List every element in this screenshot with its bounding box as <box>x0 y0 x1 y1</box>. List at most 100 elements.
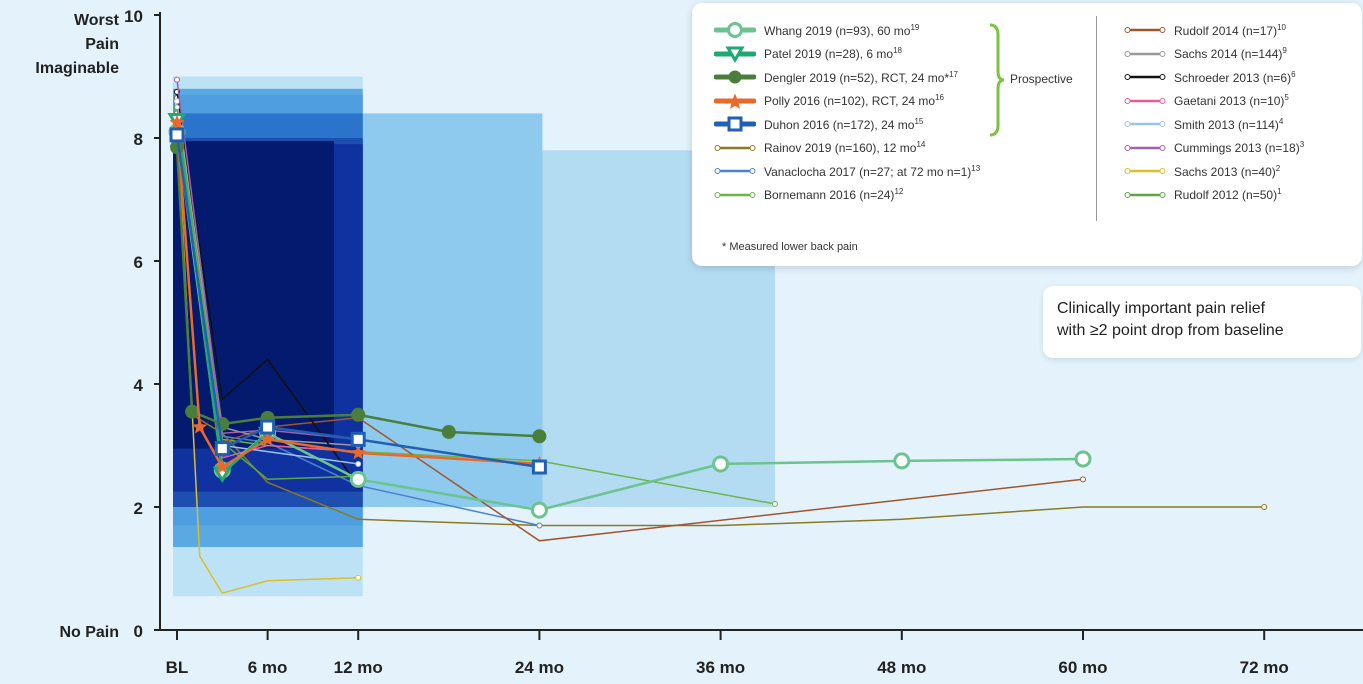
legend-reference: 10 <box>1277 22 1286 32</box>
legend-swatch <box>1124 121 1166 127</box>
legend-item: Bornemann 2016 (n=24)12 <box>714 186 903 204</box>
data-point <box>893 452 911 470</box>
x-tick-label: 36 mo <box>696 658 745 677</box>
data-point <box>185 404 200 419</box>
series-4 <box>169 127 547 475</box>
legend-item: Cummings 2013 (n=18)3 <box>1124 139 1304 157</box>
data-point <box>260 419 276 435</box>
x-tick-label: BL <box>166 658 189 677</box>
legend-swatch <box>714 191 756 198</box>
series-line <box>176 79 359 441</box>
series-layer <box>167 76 1268 594</box>
legend-reference: 6 <box>1291 69 1296 79</box>
legend-reference: 14 <box>916 140 926 149</box>
series-0 <box>168 123 1092 519</box>
data-point <box>214 459 230 474</box>
legend-divider <box>1096 16 1097 221</box>
data-point <box>214 441 230 457</box>
legend-item: Rainov 2019 (n=160), 12 mo14 <box>714 139 925 157</box>
legend-item: Whang 2019 (n=93), 60 mo19 <box>714 21 919 39</box>
series-line <box>176 107 359 447</box>
legend-item: Vanaclocha 2017 (n=27; at 72 mo n=1)13 <box>714 162 980 180</box>
axes <box>159 12 1363 631</box>
x-tick-label: 72 mo <box>1240 658 1289 677</box>
y-tick-label: 6 <box>134 253 143 272</box>
data-point <box>349 470 367 488</box>
legend-reference: 3 <box>1299 140 1305 149</box>
legend-reference: 13 <box>971 163 981 173</box>
legend-label: Rudolf 2014 (n=17)10 <box>1174 22 1286 38</box>
legend-label: Whang 2019 (n=93), 60 mo19 <box>764 22 920 38</box>
legend-reference: 4 <box>1278 116 1284 126</box>
score-range-bands <box>173 76 775 597</box>
data-point <box>192 419 208 434</box>
series-line <box>175 131 1084 512</box>
legend-label: Patel 2019 (n=28), 6 mo18 <box>764 46 902 61</box>
legend-label: Sachs 2014 (n=144)9 <box>1174 46 1287 61</box>
legend-swatch <box>1124 144 1166 151</box>
y-axis-labels: Worst Pain Imaginable No Pain <box>35 12 119 641</box>
data-point <box>712 455 730 473</box>
series-line <box>176 107 359 481</box>
data-point <box>531 459 547 475</box>
legend-reference: 19 <box>910 22 920 32</box>
data-point <box>174 104 180 111</box>
footnote: * Measured lower back pain <box>722 241 858 253</box>
x-tick-label: 24 mo <box>515 658 564 677</box>
series-line <box>176 91 359 486</box>
legend-label: Duhon 2016 (n=172), 24 mo15 <box>764 116 924 132</box>
legend-label: Vanaclocha 2017 (n=27; at 72 mo n=1)13 <box>764 163 981 179</box>
callout-line-2: with ≥2 point drop from baseline <box>1057 322 1284 339</box>
series-line <box>175 122 540 469</box>
legend-item: Sachs 2014 (n=144)9 <box>1124 45 1287 63</box>
data-point <box>174 98 180 105</box>
legend-reference: 18 <box>893 46 902 55</box>
y-top-label-line1: Worst <box>74 12 120 29</box>
legend-label: Rainov 2019 (n=160), 12 mo14 <box>764 140 926 155</box>
data-point <box>169 127 185 143</box>
legend-swatch <box>714 22 756 38</box>
legend-reference: 5 <box>1284 93 1289 102</box>
legend-item: Smith 2013 (n=114)4 <box>1124 115 1283 133</box>
legend: Whang 2019 (n=93), 60 mo19 Patel 2019 (n=… <box>692 3 1362 266</box>
legend-label: Gaetani 2013 (n=10)5 <box>1174 93 1289 108</box>
legend-item: Polly 2016 (n=102), RCT, 24 mo16 <box>714 92 944 110</box>
legend-label: Bornemann 2016 (n=24)12 <box>764 187 904 202</box>
legend-reference: 12 <box>894 187 904 196</box>
y-top-label-line2: Pain <box>85 36 119 53</box>
legend-label: Dengler 2019 (n=52), RCT, 24 mo*17 <box>764 69 959 85</box>
legend-swatch <box>714 116 756 132</box>
legend-label: Cummings 2013 (n=18)3 <box>1174 140 1305 155</box>
y-top-label-line3: Imaginable <box>35 60 119 77</box>
legend-reference: 2 <box>1275 163 1281 173</box>
legend-swatch <box>714 70 756 84</box>
y-tick-label: 2 <box>134 499 143 518</box>
axis-ticks: 0 2 4 6 8 10 BL 6 mo 12 mo 24 mo 36 mo 48 mo 60 mo 72… <box>124 7 1289 677</box>
legend-item: Duhon 2016 (n=172), 24 mo15 <box>714 115 923 133</box>
x-tick-label: 12 mo <box>334 658 383 677</box>
legend-item: Gaetani 2013 (n=10)5 <box>1124 92 1289 110</box>
data-point <box>351 407 366 422</box>
y-tick-label: 8 <box>134 130 143 149</box>
data-point <box>530 501 548 519</box>
legend-item: Schroeder 2013 (n=6)6 <box>1124 68 1296 86</box>
legend-item: Sachs 2013 (n=40)2 <box>1124 162 1280 180</box>
x-tick-label: 6 mo <box>248 658 288 677</box>
series-line <box>176 113 1265 527</box>
legend-swatch <box>1124 50 1166 57</box>
legend-swatch <box>1124 191 1166 198</box>
legend-reference: 17 <box>949 69 959 79</box>
legend-item: Patel 2019 (n=28), 6 mo18 <box>714 45 902 63</box>
legend-swatch <box>714 93 756 109</box>
data-point <box>532 429 547 444</box>
legend-swatch <box>1124 74 1166 80</box>
legend-label: Schroeder 2013 (n=6)6 <box>1174 69 1296 85</box>
data-point <box>174 76 180 83</box>
legend-item: Rudolf 2014 (n=17)10 <box>1124 21 1286 39</box>
legend-label: Rudolf 2012 (n=50)1 <box>1174 187 1282 202</box>
legend-item: Rudolf 2012 (n=50)1 <box>1124 186 1282 204</box>
legend-reference: 9 <box>1282 46 1287 55</box>
data-point <box>771 500 778 507</box>
legend-reference: 1 <box>1277 187 1282 196</box>
